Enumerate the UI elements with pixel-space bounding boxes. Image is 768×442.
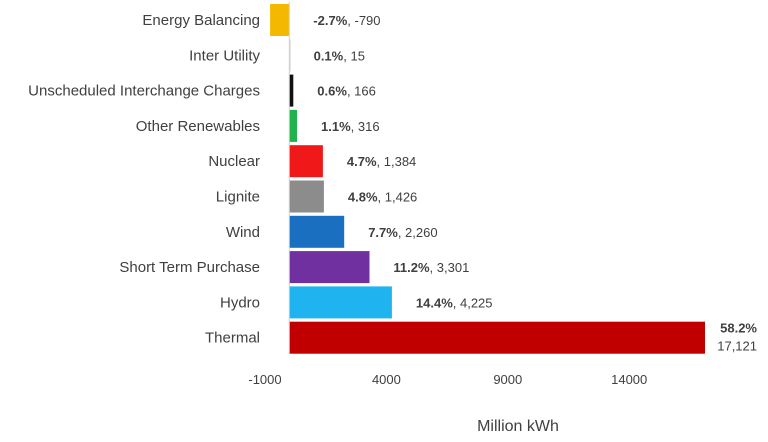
category-label-energy-balancing: Energy Balancing [142, 12, 260, 29]
data-label-energy-balancing: -2.7%, -790 [313, 13, 380, 28]
bar-inter-utility [289, 39, 291, 72]
bar-short-term-purchase [289, 251, 370, 284]
bar-hydro [289, 286, 392, 319]
bar-other-renewables [289, 109, 297, 142]
x-tick-label: 9000 [493, 372, 522, 387]
data-label-unscheduled-interchange-charges: 0.6%, 166 [317, 84, 376, 99]
data-label-thermal: 58.2% 17,121 [717, 321, 757, 354]
bar-thermal [289, 321, 705, 354]
bar-unscheduled-interchange-charges [289, 74, 294, 107]
data-label-lignite: 4.8%, 1,426 [348, 190, 417, 205]
data-label-other-renewables: 1.1%, 316 [321, 119, 380, 134]
x-tick-label: 4000 [372, 372, 401, 387]
bar-lignite [289, 180, 324, 213]
category-labels: Energy Balancing Inter Utility Unscheduled… [28, 12, 260, 347]
x-tick-label: -1000 [248, 372, 281, 387]
x-axis-title: Million kWh [477, 418, 559, 435]
bars-group [270, 4, 705, 354]
x-tick-labels: -1000 4000 9000 14000 [248, 372, 647, 387]
data-label-wind: 7.7%, 2,260 [368, 225, 437, 240]
data-label-hydro: 14.4%, 4,225 [416, 295, 493, 310]
category-label-wind: Wind [226, 224, 260, 241]
category-label-thermal: Thermal [205, 330, 260, 347]
value-labels: -2.7%, -790 0.1%, 15 0.6%, 166 1.1%, 316 4.7… [313, 13, 757, 354]
bar-nuclear [289, 145, 323, 178]
data-label-inter-utility: 0.1%, 15 [314, 48, 365, 63]
category-label-hydro: Hydro [220, 294, 260, 311]
category-label-inter-utility: Inter Utility [189, 47, 260, 64]
x-tick-label: 14000 [611, 372, 647, 387]
category-label-lignite: Lignite [216, 189, 260, 206]
category-label-unscheduled-interchange-charges: Unscheduled Interchange Charges [28, 83, 260, 100]
category-label-other-renewables: Other Renewables [136, 118, 260, 135]
bar-wind [289, 215, 345, 248]
category-label-nuclear: Nuclear [208, 153, 260, 170]
data-label-nuclear: 4.7%, 1,384 [347, 154, 416, 169]
data-label-short-term-purchase: 11.2%, 3,301 [393, 260, 469, 275]
category-label-short-term-purchase: Short Term Purchase [119, 259, 260, 276]
bar-energy-balancing [270, 4, 290, 36]
